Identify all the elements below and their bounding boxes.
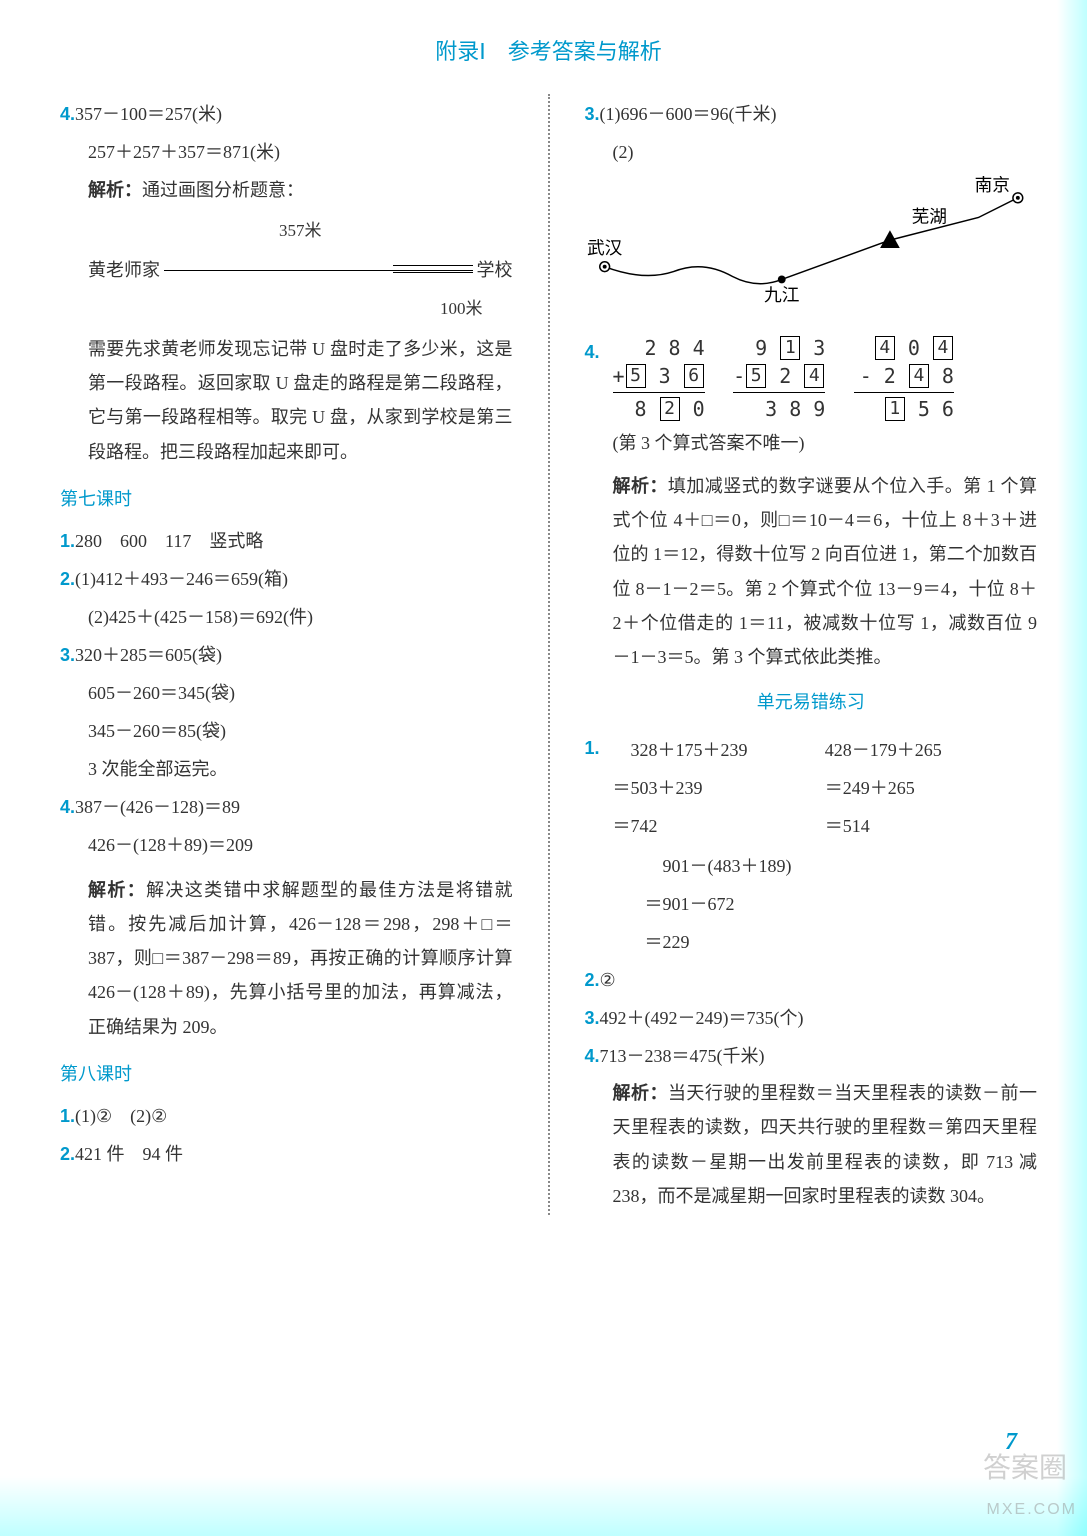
q4-eq1: 357－100＝257(米) [75, 104, 222, 124]
lesson8-title: 第八课时 [60, 1056, 513, 1092]
l7-q4-explain-label: 解析： [88, 880, 146, 900]
ue-q4-explain: 解析：当天行驶的里程数＝当天里程表的读数－前一天里程表的读数，四天共行驶的里程数… [585, 1076, 1038, 1213]
l7-q4-explain: 解析：解决这类错中求解题型的最佳方法是将错就错。按先减后加计算，426－128＝… [60, 873, 513, 1044]
diagram-left-label: 黄老师家 [88, 252, 160, 288]
l8-q2: 2.421 件 94 件 [60, 1136, 513, 1172]
r-q3b: (2) [585, 134, 1038, 170]
l7-q3-l1: 3.320＋285＝605(袋) [60, 637, 513, 673]
l7-q2a: 2.(1)412＋493－246＝659(箱) [60, 561, 513, 597]
unit-err-title: 单元易错练习 [585, 684, 1038, 720]
two-column-layout: 4.357－100＝257(米) 257＋257＋357＝871(米) 解析：通… [60, 94, 1037, 1215]
vertical-calcs: 2 8 4 +5 3 6 8 2 0 9 1 3 -5 2 4 3 8 9 4 … [613, 334, 978, 423]
r-q4-explain: 解析：填加减竖式的数字谜要从个位入手。第 1 个算式个位 4＋□＝0，则□＝10… [585, 469, 1038, 674]
q4-explain-body: 需要先求黄老师发现忘记带 U 盘时走了多少米，这是第一段路程。返回家取 U 盘走… [60, 332, 513, 469]
diagram-right-label: 学校 [477, 252, 513, 288]
lesson7-title: 第七课时 [60, 481, 513, 517]
ue-q1-num: 1. [585, 730, 613, 846]
l7-q3-l4: 3 次能全部运完。 [60, 751, 513, 787]
page-edge-glow [1057, 0, 1087, 1536]
q4-explain-lead: 解析：通过画图分析题意： [60, 172, 513, 208]
calc2: 9 1 3 -5 2 4 3 8 9 [733, 334, 825, 423]
calc3: 4 0 4 - 2 4 8 1 5 6 [854, 334, 954, 423]
l7-q1-text: 280 600 117 竖式略 [75, 531, 263, 551]
l7-q1: 1.280 600 117 竖式略 [60, 523, 513, 559]
ue-q2-num: 2. [585, 970, 600, 990]
r-q4-num: 4. [585, 334, 613, 370]
watermark-url: MXE.COM [987, 1494, 1077, 1526]
r-q3-num: 3. [585, 104, 600, 124]
explain-lead-text: 通过画图分析题意： [142, 180, 304, 200]
q4-number: 4. [60, 104, 75, 124]
l7-q2a-text: (1)412＋493－246＝659(箱) [75, 569, 288, 589]
page-title: 附录Ⅰ 参考答案与解析 [60, 30, 1037, 74]
map-city-wuhu: 芜湖 [911, 206, 946, 226]
r-q4-explain-body: 填加减竖式的数字谜要从个位入手。第 1 个算式个位 4＋□＝0，则□＝10－4＝… [613, 476, 1038, 667]
l7-q2b: (2)425＋(425－158)＝692(件) [60, 599, 513, 635]
ue-q2: 2.② [585, 962, 1038, 998]
watermark-main: 答案圈 [983, 1440, 1067, 1496]
ue-q1-a3: ＝742 [613, 808, 825, 844]
ue-q4-explain-label: 解析： [613, 1083, 668, 1103]
ue-q3: 3.492＋(492－249)＝735(个) [585, 1000, 1038, 1036]
l7-q1-num: 1. [60, 531, 75, 551]
l7-q3-l3: 345－260＝85(袋) [60, 713, 513, 749]
ue-q1-a2: ＝503＋239 [613, 770, 825, 806]
r-q3a: 3.(1)696－600＝96(千米) [585, 96, 1038, 132]
l8-q1-text: (1)② (2)② [75, 1106, 167, 1126]
ue-q2-text: ② [600, 970, 616, 990]
l7-q3-l2: 605－260＝345(袋) [60, 675, 513, 711]
ue-q1-colA: 328＋175＋239 ＝503＋239 ＝742 [613, 730, 825, 846]
l7-q4-l1t: 387－(426－128)＝89 [75, 797, 240, 817]
diagram-top-length: 357米 [88, 214, 513, 248]
r-q3a-text: (1)696－600＝96(千米) [600, 104, 777, 124]
q4-line2: 257＋257＋357＝871(米) [60, 134, 513, 170]
l7-q3-num: 3. [60, 645, 75, 665]
ue-q1-c3: ＝229 [645, 924, 1038, 960]
l7-q4-l1: 4.387－(426－128)＝89 [60, 789, 513, 825]
ue-q1-a1: 328＋175＋239 [613, 732, 825, 768]
map-city-jiujiang: 九江 [764, 285, 799, 305]
ue-q1-colB: 428－179＋265 ＝249＋265 ＝514 [825, 730, 1037, 846]
r-q4-explain-label: 解析： [613, 476, 668, 496]
r-q4-row: 4. 2 8 4 +5 3 6 8 2 0 9 1 3 -5 2 4 3 8 9 [585, 334, 1038, 423]
ue-q3-text: 492＋(492－249)＝735(个) [600, 1008, 804, 1028]
explain-label: 解析： [88, 180, 142, 200]
ue-q4-num: 4. [585, 1046, 600, 1066]
ue-q1: 1. 328＋175＋239 ＝503＋239 ＝742 428－179＋265… [585, 730, 1038, 960]
page-bottom-glow [0, 1476, 1087, 1536]
l7-q4-num: 4. [60, 797, 75, 817]
l8-q1: 1.(1)② (2)② [60, 1098, 513, 1134]
diagram-line-row: 黄老师家 学校 [88, 252, 513, 288]
r-q4-note: (第 3 个算式答案不唯一) [585, 425, 1038, 461]
l8-q2-num: 2. [60, 1144, 75, 1164]
map-city-nanjing: 南京 [974, 175, 1009, 195]
q4-line1: 4.357－100＝257(米) [60, 96, 513, 132]
l7-q4-l2: 426－(128＋89)＝209 [60, 827, 513, 863]
l8-q2-text: 421 件 94 件 [75, 1144, 183, 1164]
ue-q4-l1: 4.713－238＝475(千米) [585, 1038, 1038, 1074]
left-column: 4.357－100＝257(米) 257＋257＋357＝871(米) 解析：通… [60, 94, 513, 1215]
ue-q1-b2: ＝249＋265 [825, 770, 1037, 806]
line-diagram: 357米 黄老师家 学校 100米 [88, 214, 513, 326]
ue-q1-b1: 428－179＋265 [825, 732, 1037, 768]
ue-q4-explain-body: 当天行驶的里程数＝当天里程表的读数－前一天里程表的读数，四天共行驶的里程数＝第四… [613, 1083, 1038, 1206]
l7-q3-l1t: 320＋285＝605(袋) [75, 645, 222, 665]
page: 附录Ⅰ 参考答案与解析 4.357－100＝257(米) 257＋257＋357… [0, 0, 1087, 1536]
map-city-wuhan: 武汉 [586, 238, 622, 258]
ue-q1-colC: 901－(483＋189) ＝901－672 ＝229 [585, 848, 1038, 960]
ue-q1-c2: ＝901－672 [645, 886, 1038, 922]
l8-q1-num: 1. [60, 1106, 75, 1126]
route-map: 武汉 九江 芜湖 南京 [585, 172, 1038, 322]
calc1: 2 8 4 +5 3 6 8 2 0 [613, 334, 705, 423]
ue-q1-c1: 901－(483＋189) [645, 848, 1038, 884]
column-divider [548, 94, 550, 1215]
right-column: 3.(1)696－600＝96(千米) (2) 武汉 九江 芜湖 南京 4. [585, 94, 1038, 1215]
ue-q4-l1t: 713－238＝475(千米) [600, 1046, 765, 1066]
l7-q4-explain-body: 解决这类错中求解题型的最佳方法是将错就错。按先减后加计算，426－128＝298… [88, 880, 513, 1037]
l7-q2-num: 2. [60, 569, 75, 589]
ue-q1-b3: ＝514 [825, 808, 1037, 844]
ue-q3-num: 3. [585, 1008, 600, 1028]
diagram-bot-length: 100米 [88, 292, 513, 326]
